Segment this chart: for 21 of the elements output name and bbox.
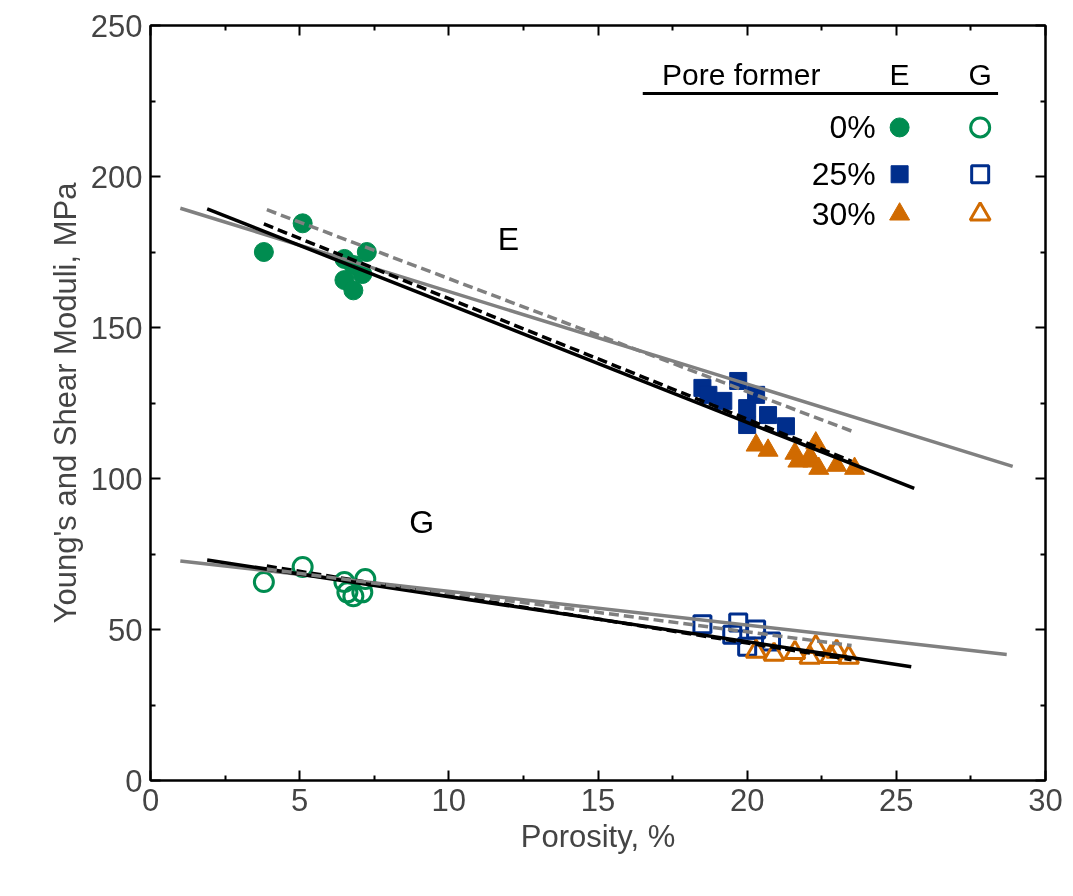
x-axis-title: Porosity, % xyxy=(520,818,676,854)
legend-label: 25% xyxy=(811,156,876,193)
y-tick-label: 100 xyxy=(90,461,143,497)
x-tick-label: 5 xyxy=(291,782,309,818)
y-tick-label: 250 xyxy=(90,8,143,44)
annotation: G xyxy=(968,58,992,92)
x-tick-label: 30 xyxy=(1028,782,1063,818)
x-tick-label: 10 xyxy=(431,782,467,818)
x-tick-label: 15 xyxy=(580,782,616,818)
y-tick-label: 200 xyxy=(90,159,143,195)
annotation: G xyxy=(409,503,435,540)
x-tick-label: 25 xyxy=(879,782,914,818)
y-tick-label: 50 xyxy=(108,612,143,648)
y-axis-title: Young's and Shear Moduli, MPa xyxy=(47,181,83,624)
legend-title: Pore former xyxy=(662,58,821,92)
legend-label: 0% xyxy=(829,109,876,146)
annotation: E xyxy=(889,58,910,92)
y-tick-label: 150 xyxy=(90,310,143,346)
x-tick-label: 20 xyxy=(729,782,765,818)
legend-label: 30% xyxy=(811,196,876,233)
annotation: E xyxy=(497,221,520,258)
